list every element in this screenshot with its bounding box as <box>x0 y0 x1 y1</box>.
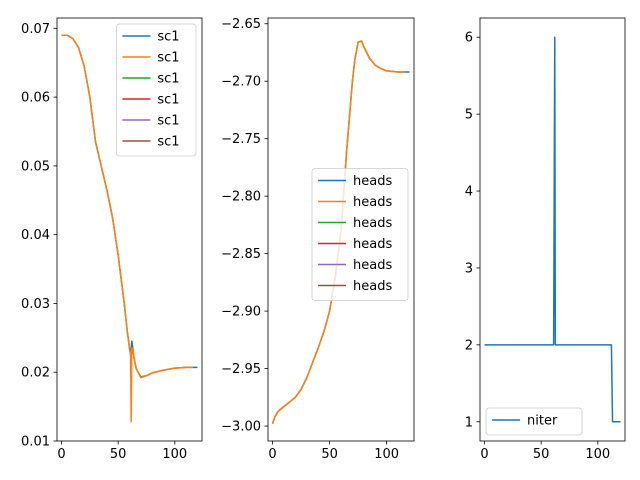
y-tick-label: 4 <box>465 185 473 200</box>
y-tick-label: 1 <box>465 415 473 430</box>
legend-label: sc1 <box>157 72 179 87</box>
y-tick-label: 0.07 <box>21 22 50 37</box>
y-tick-label: 0.03 <box>21 297 50 312</box>
y-tick-label: 5 <box>465 108 473 123</box>
legend-frame <box>485 407 583 436</box>
legend-label: heads <box>353 195 392 210</box>
axes-frame <box>56 17 203 442</box>
y-tick-label: 3 <box>465 261 473 276</box>
legend-label: niter <box>527 414 558 429</box>
x-tick-label: 50 <box>533 447 550 462</box>
y-tick-label: 0.01 <box>21 435 50 450</box>
series-group <box>484 36 621 423</box>
series-line-niter-1 <box>484 36 621 423</box>
legend: sc1 sc1 sc1 sc1 sc1 sc1 <box>116 23 197 157</box>
y-tick-label: 6 <box>465 31 473 46</box>
y-tick-label: 0.06 <box>21 91 50 106</box>
legend-label: heads <box>353 237 392 252</box>
y-tick-label: 2 <box>465 338 473 353</box>
x-tick-label: 0 <box>57 447 65 462</box>
y-tick-label: −2.75 <box>221 132 261 147</box>
y-tick-label: −3.00 <box>221 420 261 435</box>
legend: niter <box>485 407 583 436</box>
axes-frame <box>479 17 626 442</box>
y-tick-label: −2.85 <box>221 247 261 262</box>
y-tick-label: −2.90 <box>221 305 261 320</box>
subplot-1: 0 50 1000.010.020.030.040.050.060.07sc1sc1… <box>21 17 203 462</box>
y-tick-label: −2.70 <box>221 75 261 90</box>
legend-label: heads <box>353 216 392 231</box>
legend-label: sc1 <box>157 51 179 66</box>
y-tick-label: 0.02 <box>21 366 50 381</box>
series-group <box>61 34 198 423</box>
axes-frame <box>267 17 415 442</box>
legend-label: sc1 <box>157 135 179 150</box>
series-line-sc1-2 <box>61 34 193 423</box>
legend-frame <box>116 23 197 157</box>
x-tick-label: 50 <box>110 447 127 462</box>
legend-label: heads <box>353 258 392 273</box>
y-tick-label: 0.05 <box>21 159 50 174</box>
legend: heads heads heads heads heads heads <box>311 168 409 301</box>
legend-label: heads <box>353 174 392 189</box>
legend-label: sc1 <box>157 93 179 108</box>
x-tick-label: 100 <box>162 447 187 462</box>
x-tick-label: 100 <box>585 447 610 462</box>
legend-label: sc1 <box>157 30 179 45</box>
y-tick-label: −2.80 <box>221 190 261 205</box>
x-tick-label: 50 <box>321 447 338 462</box>
x-tick-label: 100 <box>374 447 399 462</box>
y-tick-label: −2.95 <box>221 362 261 377</box>
x-tick-label: 0 <box>268 447 276 462</box>
legend-label: heads <box>353 279 392 294</box>
y-tick-label: 0.04 <box>21 228 50 243</box>
x-tick-label: 0 <box>480 447 488 462</box>
subplot-2: 0 50 100 −3.00 −2.95 −2.90 −2.85 −2.80 −2.75 −2.7… <box>221 17 415 462</box>
legend-label: sc1 <box>157 114 179 129</box>
subplot-3: 0 50 100 1 2 3 4 5 6 niter <box>465 17 626 462</box>
y-tick-label: −2.65 <box>221 17 261 32</box>
